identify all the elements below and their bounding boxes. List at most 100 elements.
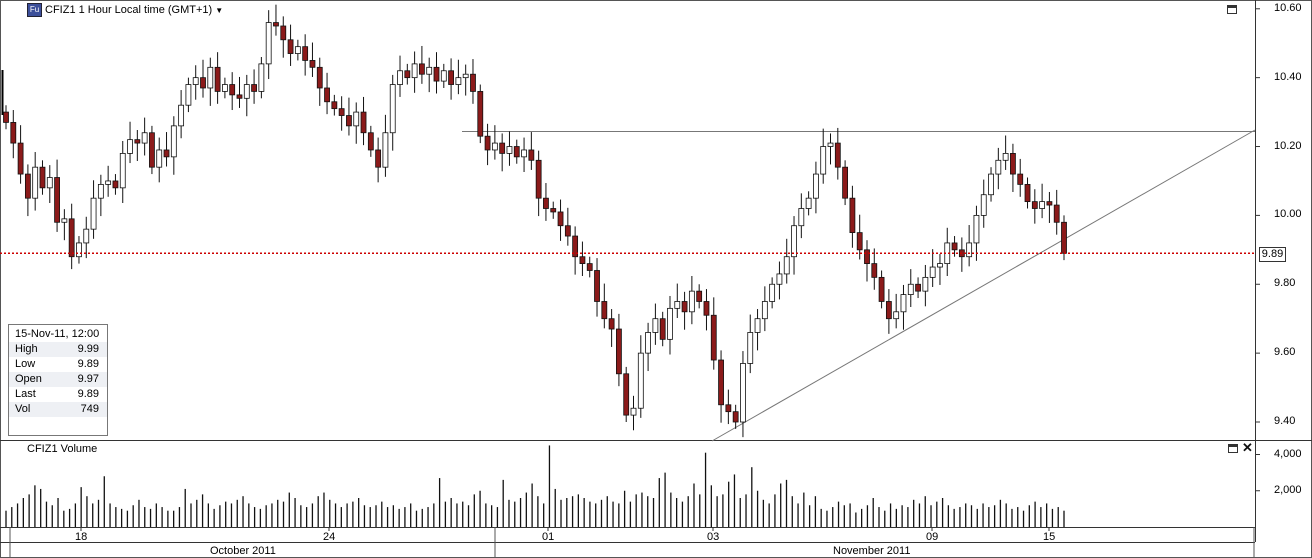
candle-up <box>667 307 673 340</box>
candle-up <box>798 208 805 227</box>
candle-up <box>813 173 819 199</box>
dropdown-caret-icon[interactable]: ▼ <box>215 5 224 15</box>
price-axis-label: 9.80 <box>1274 277 1296 290</box>
candle-up <box>32 166 39 199</box>
price-axis-label: 10.20 <box>1274 139 1302 152</box>
candle-up <box>462 73 469 79</box>
candle-up <box>170 125 177 158</box>
candle-up <box>980 194 987 216</box>
info-value: 9.99 <box>77 343 99 355</box>
candle-down <box>470 73 476 92</box>
candle-down <box>309 60 316 68</box>
candle-up <box>76 242 82 258</box>
candle-down <box>68 218 75 258</box>
candle-down <box>513 146 520 158</box>
date-axis-label: 24 <box>323 531 336 543</box>
candle-up <box>776 273 783 285</box>
data-window: 15-Nov-11, 12:00 High 9.99 Low 9.89 Open 9.97… <box>8 324 108 436</box>
candle-down <box>3 111 9 123</box>
candle-down <box>163 149 170 158</box>
candle-up <box>747 332 754 364</box>
candle-down <box>448 70 454 85</box>
candle-up <box>645 332 651 354</box>
chart-title-bar[interactable]: Fu CFIZ1 1 Hour Local time (GMT+1) ▼ <box>27 3 223 17</box>
info-label: Open <box>15 373 42 385</box>
candle-up <box>90 197 97 230</box>
candle-up <box>265 22 272 65</box>
candle-up <box>900 294 907 313</box>
candle-up <box>966 242 973 258</box>
candle-down <box>659 318 666 340</box>
candle-up <box>973 214 980 244</box>
close-volume-pane-icon[interactable]: ✕ <box>1242 440 1253 455</box>
candle-down <box>550 208 557 213</box>
candle-down <box>681 301 688 313</box>
candle-up <box>893 311 900 320</box>
candle-down <box>543 197 549 209</box>
candle-down <box>557 211 564 227</box>
candle-up <box>397 70 403 85</box>
candle-up <box>827 142 834 147</box>
candle-down <box>419 63 425 75</box>
candle-down <box>572 235 579 258</box>
candle-down <box>871 263 878 278</box>
candle-down <box>331 101 338 110</box>
candle-down <box>477 91 484 137</box>
candle-up <box>995 159 1002 175</box>
info-value: 9.89 <box>77 358 99 370</box>
candle-up <box>783 256 790 275</box>
candle-up <box>192 77 199 85</box>
candle-down <box>346 115 352 127</box>
maximize-volume-pane-button[interactable] <box>1228 444 1238 453</box>
date-axis-label: 03 <box>707 531 720 543</box>
candle-down <box>616 328 622 375</box>
candle-down <box>856 232 863 251</box>
info-label: High <box>15 343 38 355</box>
candle-down <box>251 84 257 92</box>
candle-up <box>988 173 994 196</box>
candle-down <box>849 197 856 234</box>
month-axis-label: November 2011 <box>833 545 911 557</box>
candle-up <box>46 177 53 189</box>
candle-up <box>105 180 112 185</box>
candle-up <box>740 363 746 423</box>
chart-title: CFIZ1 1 Hour Local time (GMT+1) <box>45 4 213 16</box>
candle-up <box>141 132 148 144</box>
candle-down <box>360 111 367 134</box>
candle-down <box>725 404 732 413</box>
candle-down <box>696 290 703 302</box>
candle-down <box>273 22 279 27</box>
candle-down <box>608 318 615 330</box>
candle-up <box>440 70 447 82</box>
candle-up <box>353 111 360 127</box>
info-label: Last <box>15 388 36 400</box>
info-row-last: Last 9.89 <box>9 387 107 402</box>
candle-down <box>200 77 206 89</box>
candle-down <box>878 276 885 302</box>
info-value: 9.89 <box>77 388 99 400</box>
candle-down <box>404 70 411 79</box>
support-trendline <box>711 129 1256 442</box>
candle-up <box>382 132 389 168</box>
candle-down <box>287 39 294 54</box>
candle-down <box>316 66 323 89</box>
candle-up <box>119 153 126 189</box>
candle-up <box>637 352 644 409</box>
candle-down <box>579 256 586 264</box>
candle-down <box>1061 221 1067 254</box>
info-label: Vol <box>15 403 31 415</box>
candle-up <box>769 283 776 302</box>
candle-up <box>754 318 761 333</box>
price-axis-label: 10.40 <box>1274 70 1302 83</box>
candle-down <box>236 94 243 99</box>
futures-icon: Fu <box>27 3 42 17</box>
candle-down <box>324 87 330 103</box>
candle-up <box>207 66 214 89</box>
candle-down <box>586 263 593 271</box>
candle-down <box>718 359 724 406</box>
candle-up <box>791 225 797 258</box>
candle-down <box>864 249 870 264</box>
maximize-price-pane-button[interactable] <box>1227 5 1237 14</box>
